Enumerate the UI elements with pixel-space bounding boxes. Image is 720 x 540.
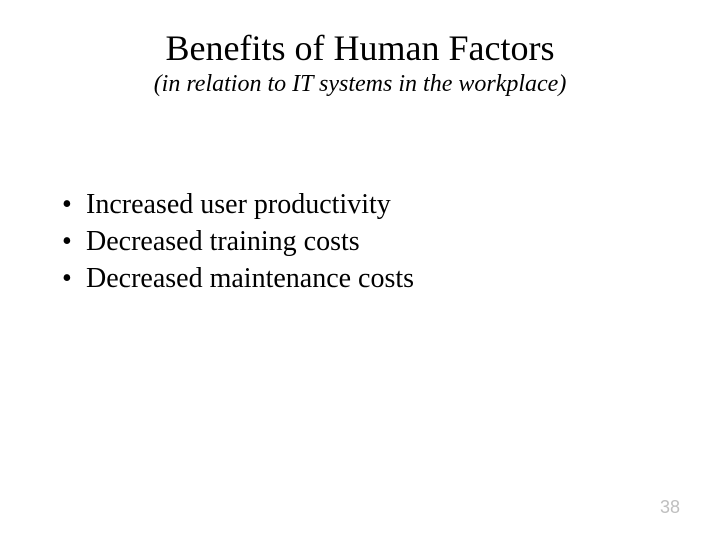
list-item: Decreased training costs [56, 224, 672, 261]
title-block: Benefits of Human Factors (in relation t… [88, 28, 632, 99]
slide-container: Benefits of Human Factors (in relation t… [0, 0, 720, 540]
page-number: 38 [660, 497, 680, 518]
slide-title: Benefits of Human Factors [88, 28, 632, 69]
list-item: Decreased maintenance costs [56, 261, 672, 298]
bullet-list: Increased user productivity Decreased tr… [56, 187, 672, 298]
slide-subtitle: (in relation to IT systems in the workpl… [88, 71, 632, 99]
list-item: Increased user productivity [56, 187, 672, 224]
